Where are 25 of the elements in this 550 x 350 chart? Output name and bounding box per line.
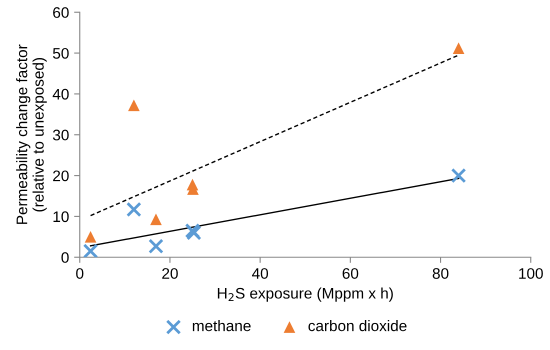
- y-tick-label: 20: [53, 170, 69, 182]
- y-tick-label: 10: [54, 211, 69, 222]
- x-tick-label: 100: [519, 268, 543, 279]
- x-tick-label: 80: [432, 268, 448, 279]
- point: [148, 238, 164, 254]
- y-tick-label: 60: [53, 7, 69, 18]
- x-tick-label: 20: [162, 268, 178, 279]
- point: [128, 100, 140, 112]
- y-tick-label: 50: [52, 48, 69, 59]
- x-axis-title: H$_{2}$S exposure (Mppm x h): [218, 287, 393, 302]
- y-tick-label: 0: [61, 252, 69, 263]
- y-axis-title: Permeability change factor (relative to unexposed): [16, 44, 47, 224]
- point: [452, 42, 464, 54]
- point: [150, 213, 162, 226]
- legend-label: methane: [192, 320, 251, 332]
- y-tick-label: 30: [52, 130, 69, 140]
- y-tick-label: 40: [52, 88, 69, 100]
- point: [126, 202, 142, 218]
- point: [450, 168, 466, 184]
- x-tick-label: 60: [342, 268, 358, 279]
- x-tick-label: 40: [252, 268, 268, 279]
- x-tick-label: 0: [76, 268, 84, 279]
- point: [84, 231, 96, 243]
- point: [82, 244, 98, 258]
- legend-label: carbon dioxide: [308, 320, 407, 332]
